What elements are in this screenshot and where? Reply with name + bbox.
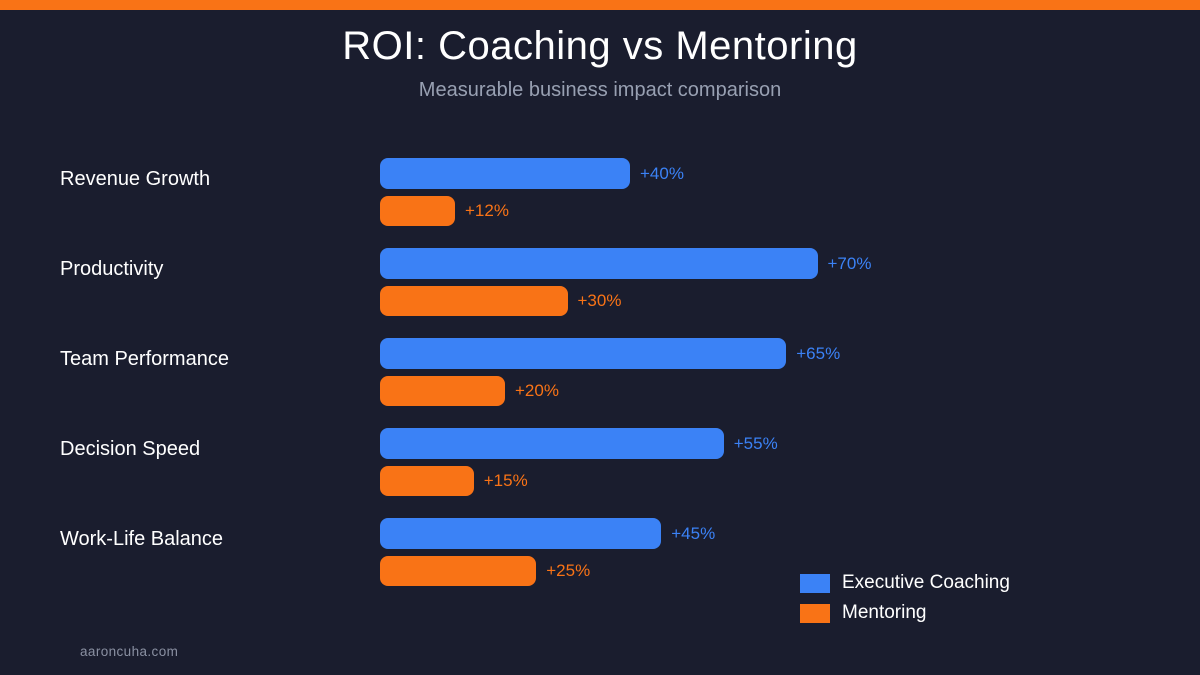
mentoring-value-label: +15% (483, 471, 528, 490)
coaching-bar (380, 518, 662, 549)
coaching-bar-line: +70% (380, 248, 871, 279)
top-accent-bar (0, 0, 1200, 10)
mentoring-bar (380, 376, 505, 406)
legend-swatch (800, 573, 830, 593)
mentoring-bar (380, 556, 537, 586)
legend-item-coaching: Executive Coaching (800, 568, 1010, 598)
legend-swatch (800, 603, 830, 623)
bar-chart: Revenue Growth +40% +12% Productivity +70% +3… (0, 148, 1200, 608)
mentoring-bar-line: +12% (380, 196, 509, 226)
coaching-bar-line: +65% (380, 338, 840, 369)
chart-row: Work-Life Balance +45% +25% (0, 508, 1200, 598)
chart-row: Decision Speed +55% +15% (0, 418, 1200, 508)
category-label: Revenue Growth (60, 168, 211, 190)
category-label: Productivity (60, 258, 164, 280)
coaching-bar (380, 338, 787, 369)
mentoring-bar (380, 196, 455, 226)
mentoring-bar-line: +25% (380, 556, 590, 586)
coaching-bar-line: +55% (380, 428, 778, 459)
legend-label: Executive Coaching (842, 572, 1010, 593)
mentoring-bar-line: +30% (380, 286, 621, 316)
coaching-value-label: +45% (671, 523, 716, 543)
mentoring-bar (380, 286, 568, 316)
chart-row: Productivity +70% +30% (0, 238, 1200, 328)
mentoring-bar-line: +20% (380, 376, 559, 406)
coaching-value-label: +40% (640, 163, 684, 183)
mentoring-bar-line: +15% (380, 466, 528, 496)
coaching-bar (380, 428, 724, 459)
coaching-bar-line: +40% (380, 158, 684, 189)
coaching-bar (380, 248, 818, 279)
category-label: Work-Life Balance (60, 528, 224, 550)
category-label: Decision Speed (60, 438, 201, 460)
chart-legend: Executive Coaching Mentoring (800, 568, 1010, 628)
coaching-value-label: +65% (796, 343, 841, 363)
legend-label: Mentoring (842, 602, 927, 623)
mentoring-value-label: +25% (546, 561, 591, 580)
coaching-bar-line: +45% (380, 518, 715, 549)
watermark: aaroncuha.com (80, 644, 179, 659)
mentoring-value-label: +12% (465, 201, 509, 220)
page-title: ROI: Coaching vs Mentoring (342, 24, 858, 68)
coaching-value-label: +55% (733, 433, 778, 453)
page-subtitle: Measurable business impact comparison (418, 79, 782, 101)
coaching-value-label: +70% (827, 253, 872, 273)
mentoring-value-label: +30% (577, 291, 622, 310)
chart-row: Revenue Growth +40% +12% (0, 148, 1200, 238)
category-label: Team Performance (60, 348, 229, 370)
mentoring-bar (380, 466, 474, 496)
coaching-bar (380, 158, 630, 189)
chart-row: Team Performance +65% +20% (0, 328, 1200, 418)
legend-item-mentoring: Mentoring (800, 598, 1010, 628)
mentoring-value-label: +20% (515, 381, 559, 400)
